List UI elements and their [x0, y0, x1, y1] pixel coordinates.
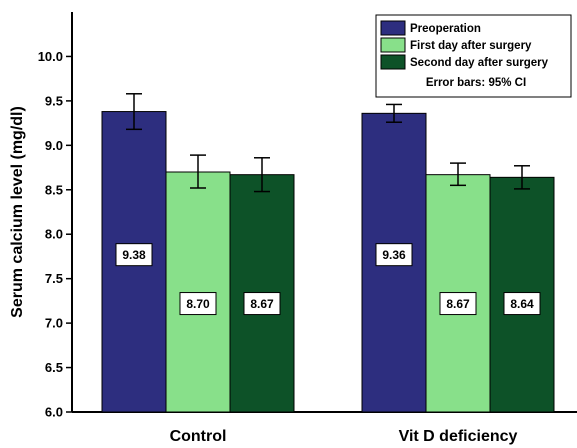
y-axis-title: Serum calcium level (mg/dl)	[9, 106, 26, 318]
data-label: 8.67	[250, 297, 274, 311]
y-tick-label: 10.0	[38, 49, 63, 64]
data-label-box	[375, 243, 413, 267]
legend-label: Preoperation	[410, 23, 481, 35]
legend-box	[375, 14, 572, 98]
legend-label: First day after surgery	[410, 40, 532, 52]
legend-note: Error bars: 95% CI	[426, 77, 526, 89]
legend: Preoperation First day after surgery Secon…	[375, 14, 572, 98]
y-tick-label: 7.5	[45, 271, 63, 286]
data-label-box	[243, 292, 281, 316]
data-label-box	[115, 243, 153, 267]
legend-label: Second day after surgery	[410, 57, 549, 69]
x-category-label: Vit D deficiency	[399, 428, 518, 445]
x-category-label: Control	[170, 428, 227, 445]
data-label: 9.36	[382, 248, 406, 262]
y-tick-label: 8.5	[45, 182, 63, 197]
y-tick-label: 9.0	[45, 138, 63, 153]
data-label-box	[503, 292, 541, 316]
legend-swatch	[380, 54, 406, 70]
legend-swatch	[380, 37, 406, 53]
bar	[165, 171, 231, 413]
x-category-labels: Control Vit D deficiency	[170, 428, 518, 445]
y-tick-label: 9.5	[45, 93, 63, 108]
data-label: 8.64	[510, 297, 534, 311]
y-ticks: 6.0 6.5 7.0 7.5 8.0 8.5 9.0 9.5 10.0	[38, 49, 72, 420]
data-label-box	[179, 292, 217, 316]
y-tick-label: 6.0	[45, 405, 63, 420]
y-tick-label: 8.0	[45, 227, 63, 242]
bars: 9.38 8.70 8.67 9.36 8.67 8.64	[101, 93, 555, 413]
legend-swatch	[380, 20, 406, 36]
y-tick-label: 7.0	[45, 316, 63, 331]
y-tick-label: 6.5	[45, 360, 63, 375]
data-label: 8.67	[446, 297, 470, 311]
data-label: 8.70	[186, 297, 210, 311]
legend-items: Preoperation First day after surgery Secon…	[380, 20, 549, 70]
data-label: 9.38	[122, 248, 146, 262]
data-label-box	[439, 292, 477, 316]
